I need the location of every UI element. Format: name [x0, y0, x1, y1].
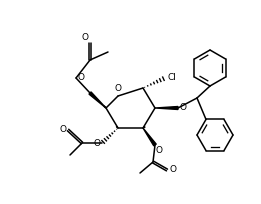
Text: O: O: [156, 146, 163, 155]
Text: O: O: [59, 125, 66, 134]
Text: O: O: [115, 84, 122, 93]
Text: Cl: Cl: [167, 72, 176, 82]
Polygon shape: [89, 92, 106, 108]
Text: O: O: [82, 33, 89, 42]
Polygon shape: [143, 128, 156, 146]
Text: O: O: [169, 165, 176, 174]
Text: O: O: [179, 103, 186, 112]
Text: O: O: [93, 139, 100, 147]
Text: O: O: [78, 73, 85, 82]
Polygon shape: [155, 106, 178, 110]
